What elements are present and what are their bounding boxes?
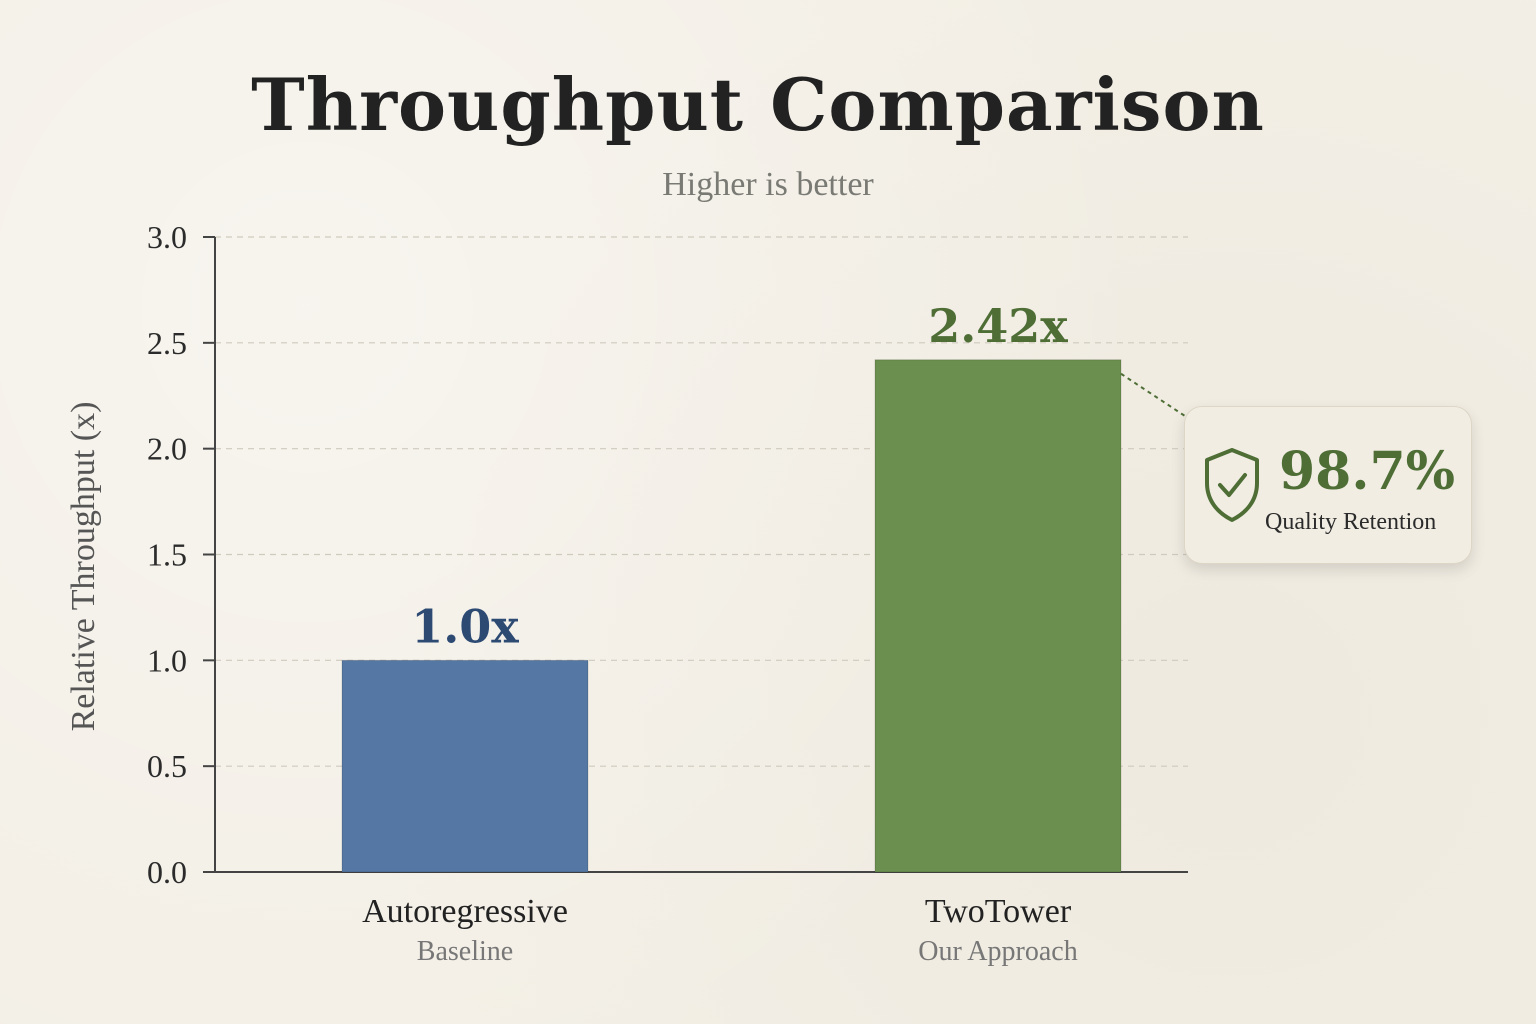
x-tick-sublabel-twotower: Our Approach	[918, 936, 1077, 967]
callout-leader-line	[1120, 372, 1189, 419]
x-tick-label-twotower: TwoTower	[925, 893, 1072, 930]
chart-subtitle: Higher is better	[662, 166, 874, 203]
bar-value-label-autoregressive: 1.0x	[411, 599, 519, 653]
y-tick-label: 0.5	[147, 748, 187, 784]
y-tick-label: 2.5	[147, 325, 187, 361]
y-tick-label: 1.5	[147, 537, 187, 573]
y-tick-label: 3.0	[147, 219, 187, 255]
y-axis-label: Relative Throughput (x)	[65, 402, 102, 732]
bar-autoregressive	[341, 659, 589, 873]
y-tick-label: 1.0	[147, 642, 187, 678]
bar-value-label-twotower: 2.42x	[928, 299, 1068, 353]
quality-retention-label: Quality Retention	[1265, 509, 1437, 535]
y-tick-label: 0.0	[147, 854, 187, 890]
quality-retention-value: 98.7%	[1279, 441, 1456, 502]
quality-retention-callout: 98.7% Quality Retention	[1184, 406, 1472, 564]
y-tick-label: 2.0	[147, 431, 187, 467]
x-tick-sublabel-autoregressive: Baseline	[417, 936, 513, 967]
chart-title: Throughput Comparison	[251, 62, 1265, 147]
bar-twotower	[874, 359, 1122, 873]
shield-check-icon	[1205, 448, 1259, 522]
x-tick-label-autoregressive: Autoregressive	[362, 893, 568, 930]
